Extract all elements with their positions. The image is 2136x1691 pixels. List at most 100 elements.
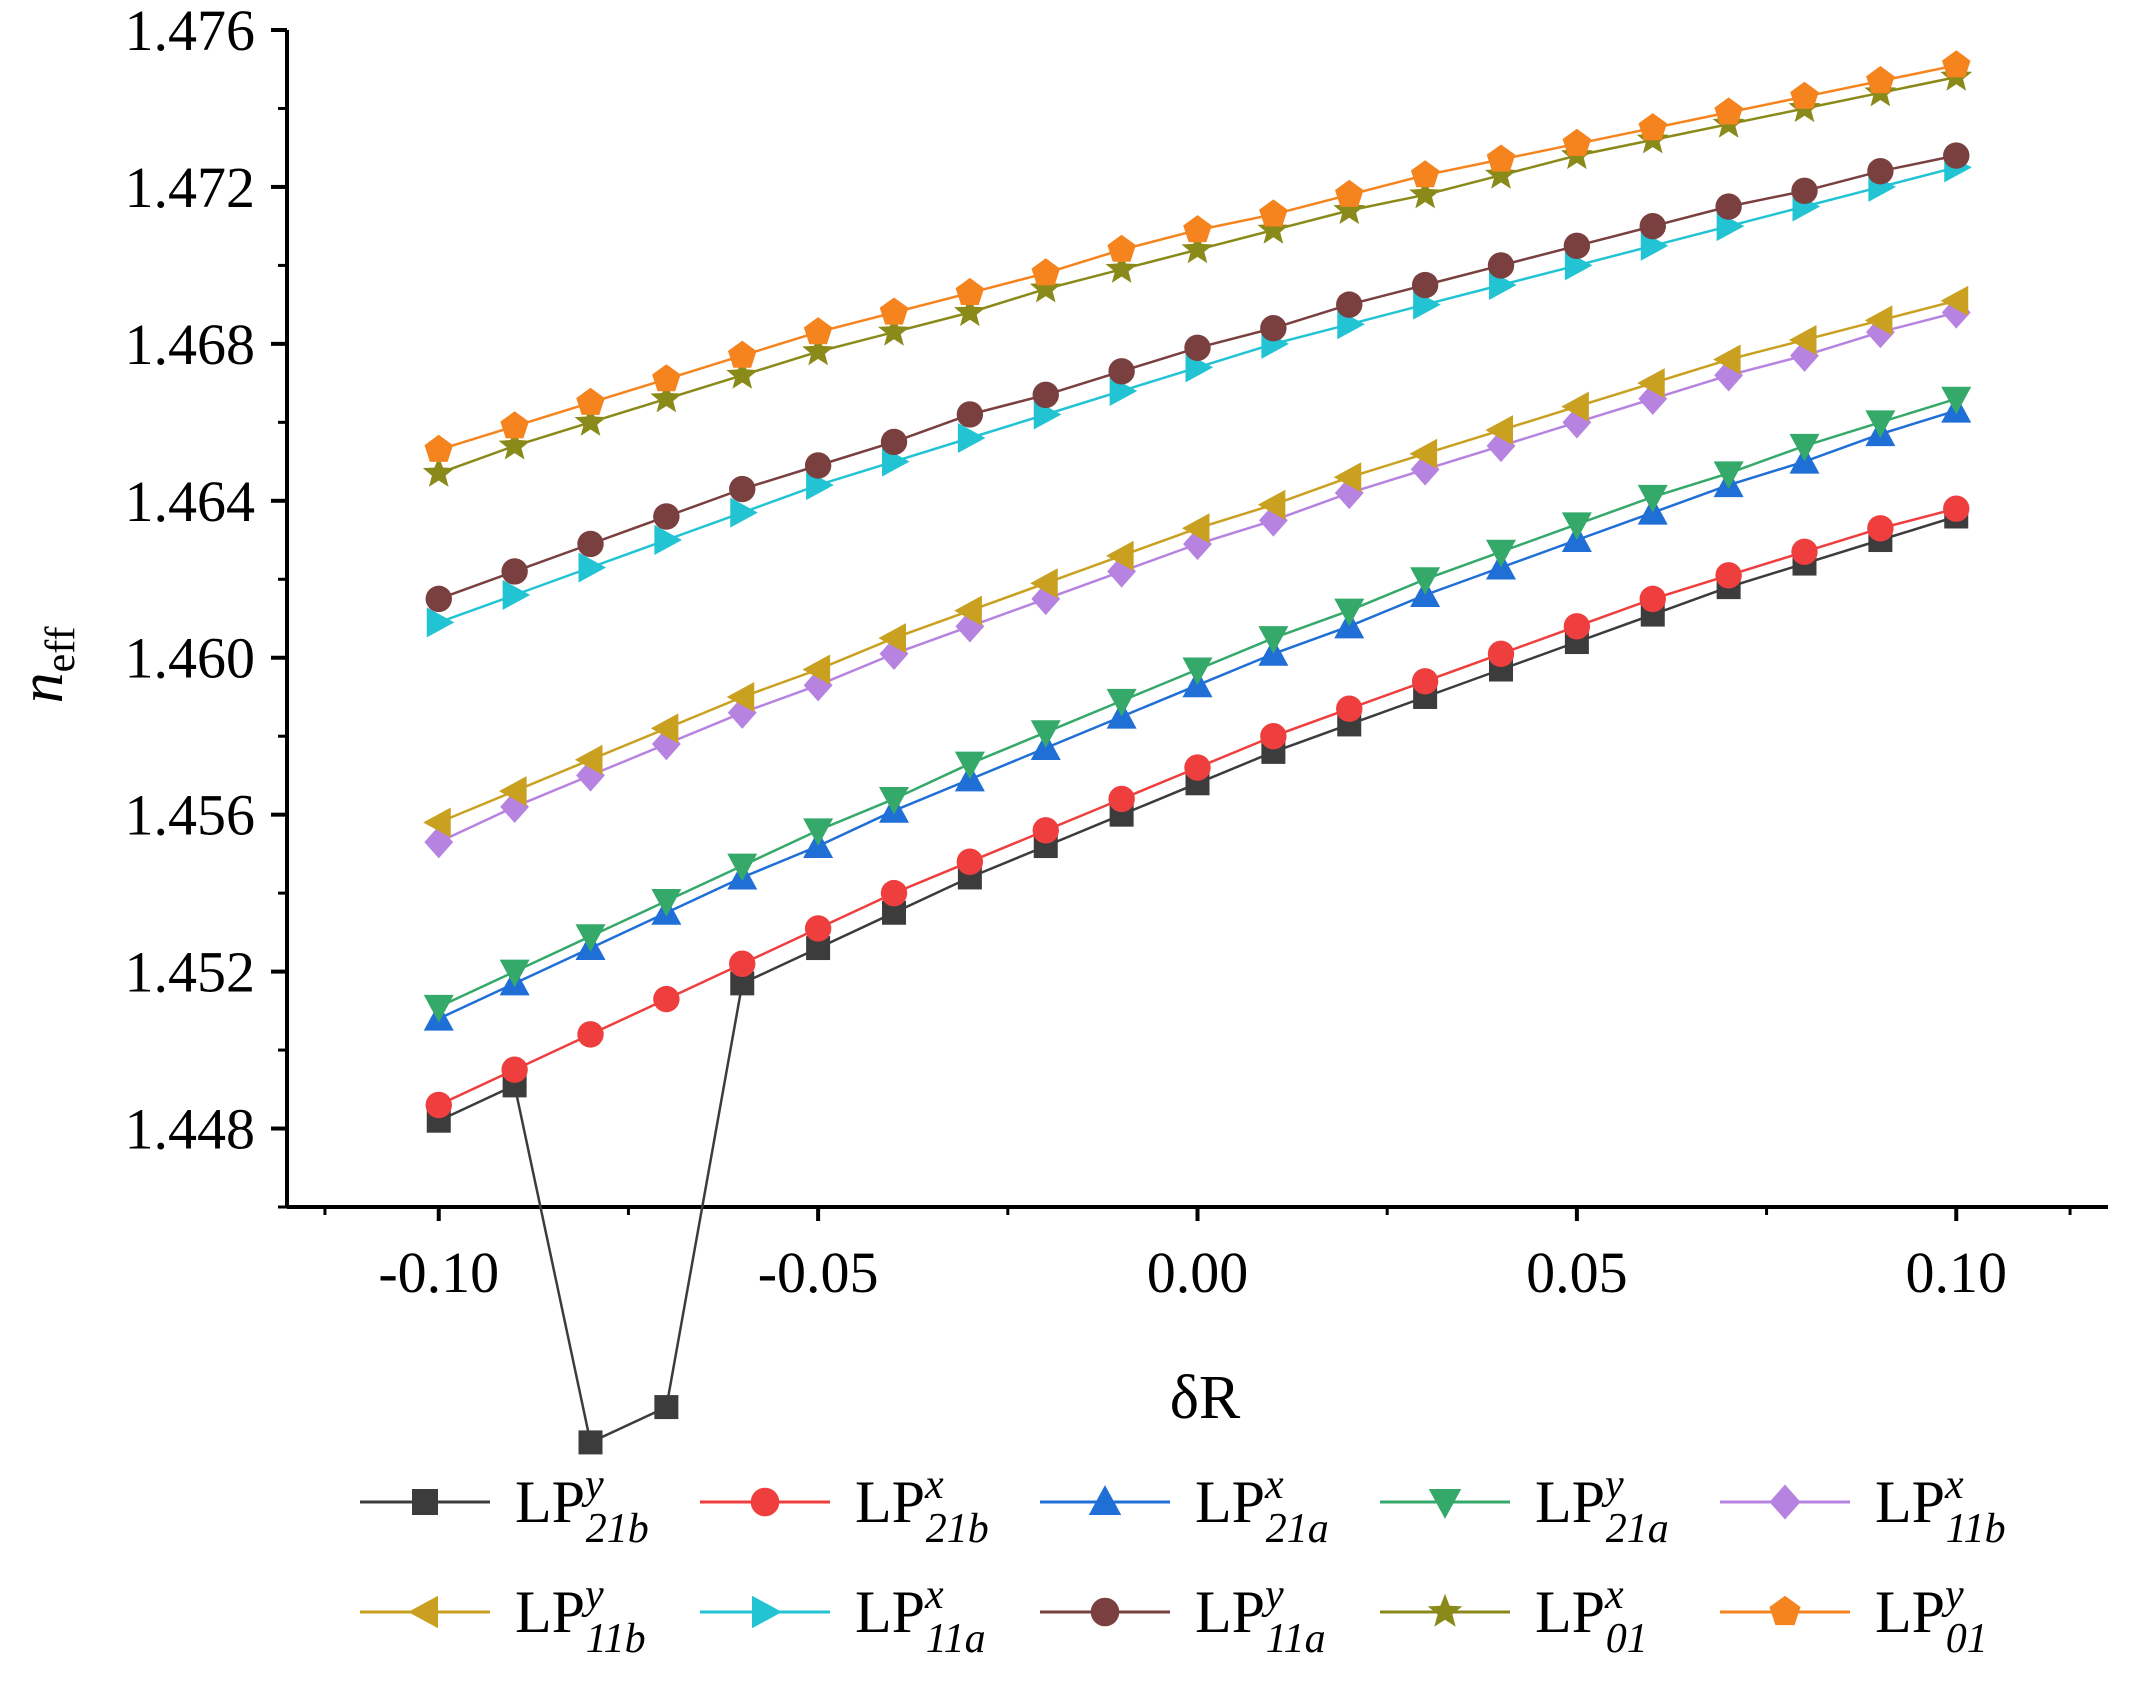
data-point (803, 818, 834, 846)
legend-label-sup: y (1601, 1462, 1624, 1508)
data-point (574, 405, 607, 436)
data-point (577, 1021, 604, 1048)
data-point (1790, 81, 1819, 109)
y-tick-label: 1.464 (125, 469, 256, 534)
data-point (726, 358, 759, 389)
data-point (1713, 344, 1741, 375)
data-point (879, 297, 909, 325)
data-point (423, 807, 451, 838)
data-point (954, 751, 985, 780)
data-point (424, 434, 453, 462)
data-point (1410, 567, 1441, 595)
series-lp21b-x (425, 495, 1970, 1119)
data-point (803, 317, 833, 345)
data-point (728, 340, 757, 368)
data-point (499, 959, 530, 988)
series-lp21a-y (423, 386, 1972, 1023)
data-point (653, 503, 680, 530)
series-lp11a-x (426, 152, 1972, 638)
data-point (650, 713, 679, 744)
data-point (500, 411, 529, 439)
legend-label-base: LP (855, 1579, 925, 1645)
data-point (957, 423, 986, 454)
y-tick-label: 1.476 (125, 0, 256, 63)
data-point (1257, 489, 1286, 520)
data-point (575, 924, 606, 952)
legend-marker (412, 1489, 438, 1515)
legend-label: LPx 21b (855, 1462, 989, 1552)
legend-marker (1769, 1484, 1801, 1520)
legend-item: LPy 21a (1380, 1462, 1669, 1552)
data-point (423, 994, 454, 1023)
data-point (1410, 160, 1440, 188)
data-point (954, 595, 982, 626)
legend-label-sub: 01 (1606, 1616, 1648, 1662)
legend-label-sub: 21b (586, 1506, 649, 1552)
data-point (1184, 334, 1211, 361)
data-point (498, 429, 531, 460)
legend-label-sup: x (924, 1462, 944, 1508)
legend-marker (752, 1595, 782, 1629)
legend-label: LPx 21a (1195, 1462, 1329, 1552)
x-axis-title: δR (1170, 1364, 1241, 1432)
y-axis-title-sub: eff (38, 627, 84, 673)
x-tick-label: 0.00 (1147, 1240, 1249, 1305)
data-point (1411, 668, 1439, 695)
data-point (1941, 386, 1972, 415)
x-tick-label: -0.10 (378, 1240, 499, 1305)
data-point (1336, 291, 1363, 318)
data-point (1791, 538, 1818, 566)
legend-label: LPx 01 (1535, 1572, 1648, 1662)
data-point (1713, 461, 1744, 489)
legend-item: LPy 21b (360, 1462, 649, 1552)
legend-label-sup: x (924, 1572, 944, 1618)
series-line (438, 409, 1957, 1020)
legend-marker (1769, 1595, 1801, 1626)
data-point (729, 950, 756, 977)
data-point (1487, 252, 1515, 279)
data-point (1563, 613, 1591, 640)
data-point (1183, 215, 1212, 243)
data-point (1334, 598, 1365, 627)
data-point (1181, 232, 1214, 264)
legend-label-sup: y (1261, 1572, 1284, 1618)
legend-marker (1428, 1489, 1462, 1519)
data-point (878, 623, 906, 654)
data-point (1563, 232, 1591, 259)
x-tick-label: -0.05 (758, 1240, 879, 1305)
y-tick-label: 1.448 (125, 1097, 256, 1162)
data-point (1184, 754, 1211, 781)
y-tick-label: 1.456 (125, 783, 256, 848)
legend-label-base: LP (855, 1469, 925, 1535)
legend-label-base: LP (515, 1469, 585, 1535)
data-point (1409, 438, 1438, 469)
y-tick-label: 1.468 (125, 312, 256, 377)
legend-label: LPy 11b (515, 1572, 646, 1662)
data-point (880, 428, 908, 456)
legend-label-base: LP (1195, 1469, 1265, 1535)
data-point (879, 786, 909, 815)
data-point (652, 364, 681, 392)
data-point (1867, 515, 1894, 542)
data-point (654, 1395, 679, 1420)
legend-label-sup: x (1264, 1462, 1284, 1508)
data-point (574, 744, 603, 775)
data-point (1259, 199, 1288, 227)
data-point (878, 315, 910, 346)
tick-labels: -0.10 -0.05 0.00 0.05 0.10 1.448 1.452 1.456 1.4… (125, 0, 2008, 1305)
data-point (1867, 158, 1894, 185)
data-point (1791, 177, 1818, 205)
data-point (1639, 212, 1666, 240)
data-point (1637, 368, 1665, 399)
data-point (501, 1056, 528, 1083)
legend-label-sub: 21a (1266, 1506, 1329, 1552)
data-point (1181, 513, 1210, 544)
data-point (804, 915, 832, 942)
data-point (1865, 410, 1896, 438)
legend-label-sub: 21a (1606, 1506, 1669, 1552)
data-point (1032, 817, 1059, 844)
data-point (1411, 271, 1439, 299)
data-point (880, 879, 908, 907)
data-point (1788, 324, 1817, 355)
